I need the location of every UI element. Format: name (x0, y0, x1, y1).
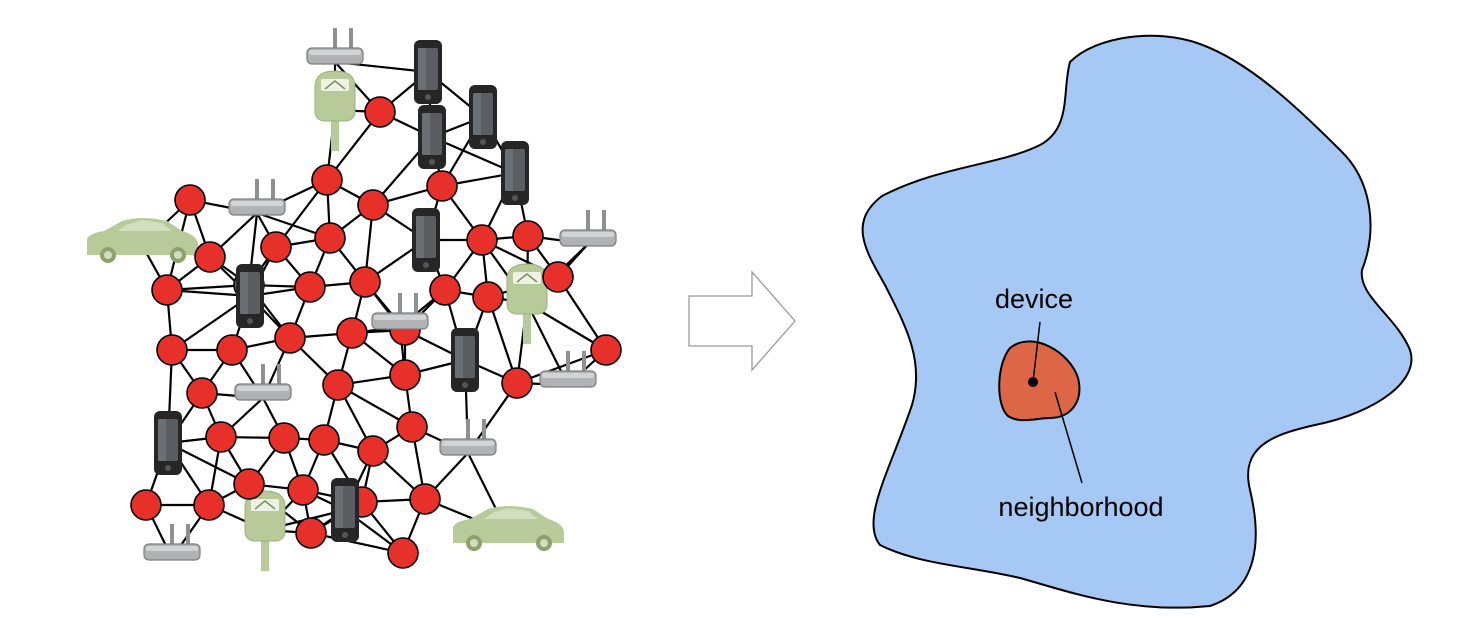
neighborhood-pointer-line (1054, 391, 1083, 484)
network-node (274, 322, 306, 354)
network-node (426, 170, 458, 202)
neighborhood-label: neighborhood (998, 492, 1163, 522)
car-icon (453, 506, 564, 551)
network-node (174, 184, 206, 216)
network-node (156, 334, 188, 366)
car-icon (87, 218, 198, 263)
network-node (233, 468, 265, 500)
smartphone-icon (236, 264, 264, 328)
network-node (260, 231, 292, 263)
network-node (216, 334, 248, 366)
router-icon (306, 27, 364, 65)
network-node (308, 424, 340, 456)
network-node (472, 281, 504, 313)
network-node (322, 369, 354, 401)
network-node (429, 274, 461, 306)
network-node (409, 483, 441, 515)
smartphone-icon (331, 478, 359, 542)
network-node (336, 317, 368, 349)
network-node (151, 274, 183, 306)
network-node (357, 435, 389, 467)
network-node (194, 241, 226, 273)
network-link (516, 348, 607, 385)
network-node (294, 271, 326, 303)
network-node (512, 220, 544, 252)
smartphone-icon (414, 40, 442, 104)
network-node (542, 261, 574, 293)
network-node (387, 537, 419, 569)
network-node (349, 266, 381, 298)
neighborhood-region (998, 340, 1081, 422)
network-node (314, 222, 346, 254)
network-node (287, 474, 319, 506)
router-icon (228, 178, 286, 216)
network-nodes (130, 96, 622, 569)
smartphone-icon (451, 328, 479, 392)
network-node (311, 164, 343, 196)
network-node (590, 334, 622, 366)
network-node (357, 189, 389, 221)
network-node (364, 96, 396, 128)
smartphone-icon (501, 141, 529, 205)
smartphone-icon (469, 85, 497, 149)
network-node (501, 367, 533, 399)
network-node (396, 411, 428, 443)
router-icon (559, 209, 617, 247)
network-node (466, 224, 498, 256)
device-network (87, 27, 622, 572)
network-node (130, 489, 162, 521)
smartphone-icon (154, 411, 182, 475)
network-node (389, 359, 421, 391)
arrow-icon (688, 270, 796, 372)
network-node (268, 422, 300, 454)
parking-meter-icon (314, 70, 356, 152)
smartphone-icon (418, 105, 446, 169)
network-node (193, 489, 225, 521)
computational-field-region (861, 34, 1413, 609)
network-node (295, 517, 327, 549)
device-pointer-line (1032, 321, 1041, 383)
network-node (186, 377, 218, 409)
parking-meter-icon (244, 490, 286, 572)
smartphone-icon (412, 208, 440, 272)
network-node (205, 421, 237, 453)
device-label: device (995, 284, 1073, 314)
